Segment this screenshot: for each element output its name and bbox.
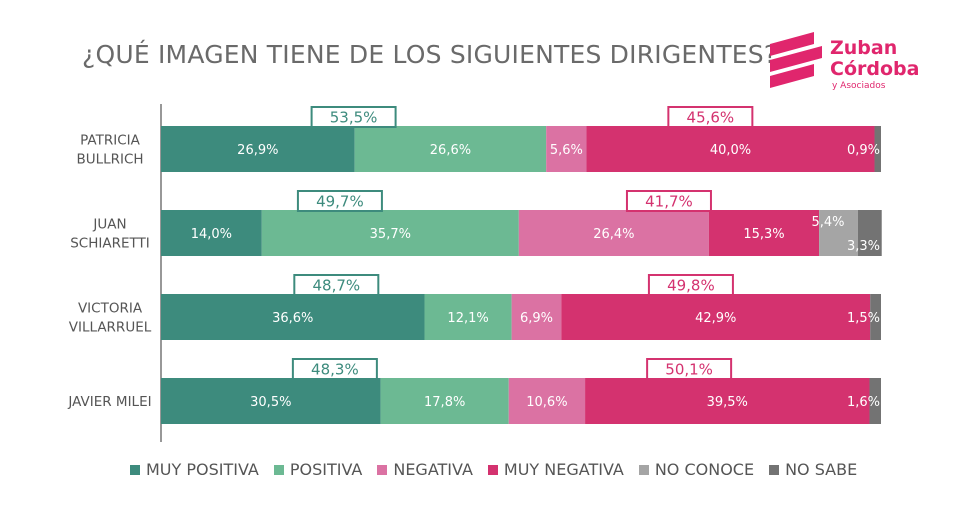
- negative-total-label-box: [647, 274, 734, 296]
- category-label-line: VICTORIA: [78, 301, 143, 317]
- bar-segment-negativa: [518, 210, 709, 256]
- bar-segment-no-sabe: [874, 126, 881, 172]
- positive-total-label: 48,3%: [311, 361, 359, 379]
- negative-total-label-box: [646, 358, 733, 380]
- negative-total-label: 41,7%: [645, 193, 693, 211]
- legend-item-no-sabe: NO SABE: [769, 460, 857, 479]
- legend-swatch: [273, 464, 284, 475]
- legend-label: MUY NEGATIVA: [503, 460, 624, 479]
- legend-swatch: [638, 464, 649, 475]
- category-label-line: VILLARRUEL: [69, 320, 152, 336]
- data-label-negativa: 10,6%: [526, 395, 567, 410]
- legend-swatch: [377, 464, 388, 475]
- category-label: JAVIER MILEI: [67, 394, 151, 410]
- data-label-no-conoce: 5,4%: [811, 215, 844, 230]
- data-label-positiva: 12,1%: [447, 311, 488, 326]
- legend-swatch: [130, 464, 140, 475]
- logo-name: Zuban Córdoba: [830, 38, 919, 80]
- bar-segment-muy-negativa: [561, 294, 871, 340]
- positive-total-label-box: [296, 190, 383, 212]
- legend-item-positiva: POSITIVA: [273, 460, 363, 479]
- bar-segment-positiva: [424, 294, 512, 340]
- legend-item-no-conoce: NO CONOCE: [638, 460, 755, 479]
- data-label-muy-positiva: 26,9%: [237, 143, 278, 158]
- category-label-line: BULLRICH: [76, 152, 143, 168]
- bar-segment-negativa: [508, 378, 586, 424]
- bar-segment-positiva: [380, 378, 509, 424]
- data-label-no-sabe: 1,5%: [847, 311, 880, 326]
- category-label-line: JAVIER MILEI: [67, 394, 151, 410]
- bar-segment-no-conoce: [819, 210, 858, 256]
- zuban-cordoba-logo: Zuban Córdoba y Asociados: [768, 30, 919, 94]
- bar-segment-positiva: [261, 210, 519, 256]
- legend-label: POSITIVA: [289, 460, 363, 479]
- legend-item-negativa: NEGATIVA: [377, 460, 473, 479]
- positive-total-label: 53,5%: [330, 109, 378, 127]
- legend-item-muy-negativa: MUY NEGATIVA: [487, 460, 624, 479]
- data-label-muy-negativa: 15,3%: [743, 227, 784, 242]
- data-label-negativa: 6,9%: [520, 311, 553, 326]
- negative-total-label: 49,8%: [667, 277, 715, 295]
- negative-total-label-box: [667, 106, 754, 128]
- legend-swatch: [487, 464, 498, 475]
- bar-segment-muy-negativa: [586, 126, 875, 172]
- data-label-muy-negativa: 40,0%: [710, 143, 751, 158]
- legend-swatch: [769, 464, 780, 475]
- data-label-muy-negativa: 42,9%: [695, 311, 736, 326]
- data-label-negativa: 5,6%: [550, 143, 583, 158]
- data-label-muy-negativa: 39,5%: [707, 395, 748, 410]
- data-label-muy-positiva: 36,6%: [272, 311, 313, 326]
- bar-segment-no-sabe: [857, 210, 882, 256]
- bar-segment-muy-negativa: [708, 210, 820, 256]
- bar-segment-no-sabe: [870, 294, 881, 340]
- data-label-positiva: 35,7%: [370, 227, 411, 242]
- category-label: JUAN SCHIARETTI: [70, 217, 150, 252]
- category-label: VICTORIA VILLARRUEL: [69, 301, 152, 336]
- data-label-no-sabe: 3,3%: [847, 239, 880, 254]
- bar-segment-muy-positiva: [161, 126, 355, 172]
- category-label-line: JUAN: [92, 217, 126, 233]
- legend-label: NEGATIVA: [393, 460, 473, 479]
- legend-label: NO CONOCE: [654, 460, 755, 479]
- data-label-positiva: 26,6%: [430, 143, 471, 158]
- category-label-line: SCHIARETTI: [70, 236, 150, 252]
- bar-segment-muy-positiva: [161, 210, 262, 256]
- category-label: PATRICIA BULLRICH: [76, 133, 143, 168]
- data-label-muy-positiva: 30,5%: [250, 395, 291, 410]
- bar-segment-negativa: [511, 294, 562, 340]
- chart-legend: MUY POSITIVA POSITIVA NEGATIVA MUY NEGATIVA…: [130, 460, 872, 479]
- bar-segment-muy-negativa: [585, 378, 870, 424]
- legend-label: MUY POSITIVA: [146, 460, 259, 479]
- bar-segment-muy-positiva: [161, 294, 425, 340]
- positive-total-label-box: [310, 106, 397, 128]
- positive-total-label-box: [291, 358, 378, 380]
- negative-total-label: 45,6%: [687, 109, 735, 127]
- positive-total-label: 48,7%: [312, 277, 360, 295]
- negative-total-label-box: [625, 190, 712, 212]
- data-label-negativa: 26,4%: [593, 227, 634, 242]
- positive-total-label: 49,7%: [316, 193, 364, 211]
- data-label-no-sabe: 0,9%: [847, 143, 880, 158]
- data-label-positiva: 17,8%: [424, 395, 465, 410]
- bar-segment-muy-positiva: [161, 378, 381, 424]
- logo-name-line1: Zuban: [830, 37, 898, 59]
- bar-segment-positiva: [354, 126, 547, 172]
- bar-segment-no-sabe: [869, 378, 881, 424]
- data-label-no-sabe: 1,6%: [847, 395, 880, 410]
- category-label-line: PATRICIA: [80, 133, 140, 149]
- legend-label: NO SABE: [785, 460, 858, 479]
- data-label-muy-positiva: 14,0%: [191, 227, 232, 242]
- chart-title: ¿QUÉ IMAGEN TIENE DE LOS SIGUIENTES DIRI…: [82, 40, 778, 69]
- logo-name-line2: Córdoba: [830, 58, 920, 80]
- negative-total-label: 50,1%: [665, 361, 713, 379]
- positive-total-label-box: [293, 274, 380, 296]
- bar-segment-negativa: [546, 126, 587, 172]
- legend-item-muy-positiva: MUY POSITIVA: [130, 460, 259, 479]
- logo-mark-icon: [770, 32, 822, 88]
- logo-subtitle: y Asociados: [832, 81, 886, 91]
